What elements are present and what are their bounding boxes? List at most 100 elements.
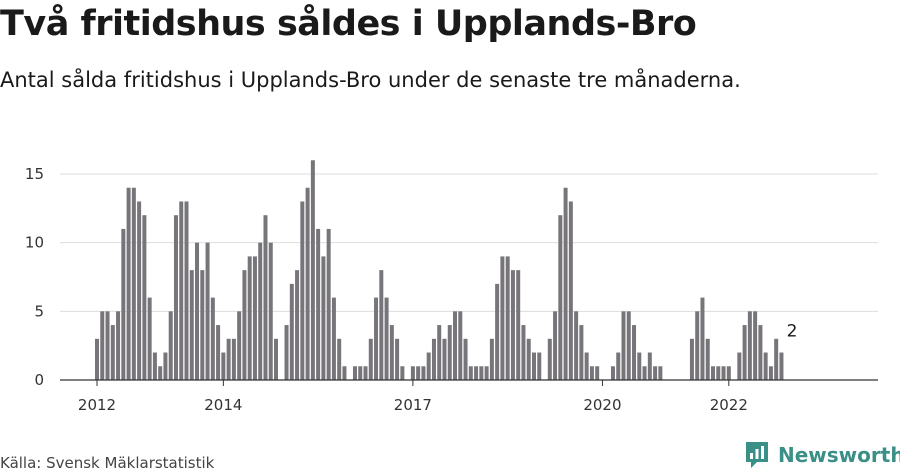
bar <box>642 366 647 380</box>
bar <box>774 338 779 380</box>
bar <box>137 201 142 380</box>
bar <box>142 215 147 380</box>
y-tick-label: 5 <box>34 302 44 320</box>
x-axis: 2012 2014 2017 2020 2022 <box>60 379 878 414</box>
bar <box>705 338 710 380</box>
bar <box>763 352 768 380</box>
bar <box>289 283 294 380</box>
bar <box>100 311 105 380</box>
bar <box>337 338 342 380</box>
bar <box>252 256 257 380</box>
bar <box>426 352 431 380</box>
x-tick-label: 2017 <box>394 396 432 414</box>
bar <box>500 256 505 380</box>
highlight-data-label: 2 <box>787 322 798 342</box>
bar <box>505 256 510 380</box>
bar <box>152 352 157 380</box>
bar <box>563 187 568 380</box>
bar <box>389 325 394 380</box>
bar <box>742 325 747 380</box>
bar <box>205 242 210 380</box>
bar <box>326 228 331 380</box>
bar <box>463 338 468 380</box>
bar <box>268 242 273 380</box>
bar <box>689 338 694 380</box>
bar <box>179 201 184 380</box>
bar <box>526 338 531 380</box>
bar <box>116 311 121 380</box>
bar <box>395 338 400 380</box>
bar <box>695 311 700 380</box>
bar <box>568 201 573 380</box>
y-tick-label: 10 <box>25 234 44 252</box>
bar <box>574 311 579 380</box>
y-tick-label: 15 <box>25 165 44 183</box>
bar <box>121 228 126 380</box>
bar <box>653 366 658 380</box>
bar <box>158 366 163 380</box>
bar <box>210 297 215 380</box>
bar <box>726 366 731 380</box>
bar <box>453 311 458 380</box>
chart-subtitle: Antal sålda fritidshus i Upplands-Bro un… <box>0 68 741 92</box>
bar <box>479 366 484 380</box>
bar <box>368 338 373 380</box>
bar <box>163 352 168 380</box>
bar <box>589 366 594 380</box>
bar <box>363 366 368 380</box>
bar <box>489 338 494 380</box>
bar <box>632 325 637 380</box>
bar <box>410 366 415 380</box>
bar <box>316 228 321 380</box>
bar <box>231 338 236 380</box>
bar <box>400 366 405 380</box>
source-note: Källa: Svensk Mäklarstatistik <box>0 454 215 472</box>
bar <box>616 352 621 380</box>
bar <box>200 270 205 380</box>
brand-name: Newsworthy <box>778 443 900 467</box>
bar <box>510 270 515 380</box>
bar <box>358 366 363 380</box>
bar <box>658 366 663 380</box>
bar <box>584 352 589 380</box>
bar <box>610 366 615 380</box>
bar <box>431 338 436 380</box>
bar <box>95 338 99 380</box>
bar <box>458 311 463 380</box>
bar <box>700 297 705 380</box>
bar <box>495 283 500 380</box>
bar <box>226 338 231 380</box>
bar <box>721 366 726 380</box>
bar <box>374 297 379 380</box>
bar <box>173 215 178 380</box>
bar <box>758 325 763 380</box>
bar <box>110 325 115 380</box>
bar <box>258 242 263 380</box>
bar <box>295 270 300 380</box>
bar <box>221 352 226 380</box>
bar <box>242 270 247 380</box>
bar <box>547 338 552 380</box>
bar <box>195 242 200 380</box>
bar <box>237 311 242 380</box>
bar <box>579 325 584 380</box>
bar <box>274 338 279 380</box>
bar <box>263 215 268 380</box>
bars <box>95 160 784 380</box>
bar <box>421 366 426 380</box>
bar <box>310 160 315 380</box>
bar <box>437 325 442 380</box>
bar <box>126 187 131 380</box>
x-tick-label: 2020 <box>583 396 621 414</box>
bar <box>779 352 784 380</box>
brand-logo[interactable]: Newsworthy <box>744 440 900 470</box>
bar <box>531 352 536 380</box>
bar <box>647 352 652 380</box>
bar <box>379 270 384 380</box>
x-tick-label: 2014 <box>204 396 242 414</box>
bar <box>484 366 489 380</box>
bar <box>711 366 715 380</box>
bar <box>558 215 563 380</box>
x-tick-label: 2012 <box>78 396 116 414</box>
bar <box>737 352 742 380</box>
